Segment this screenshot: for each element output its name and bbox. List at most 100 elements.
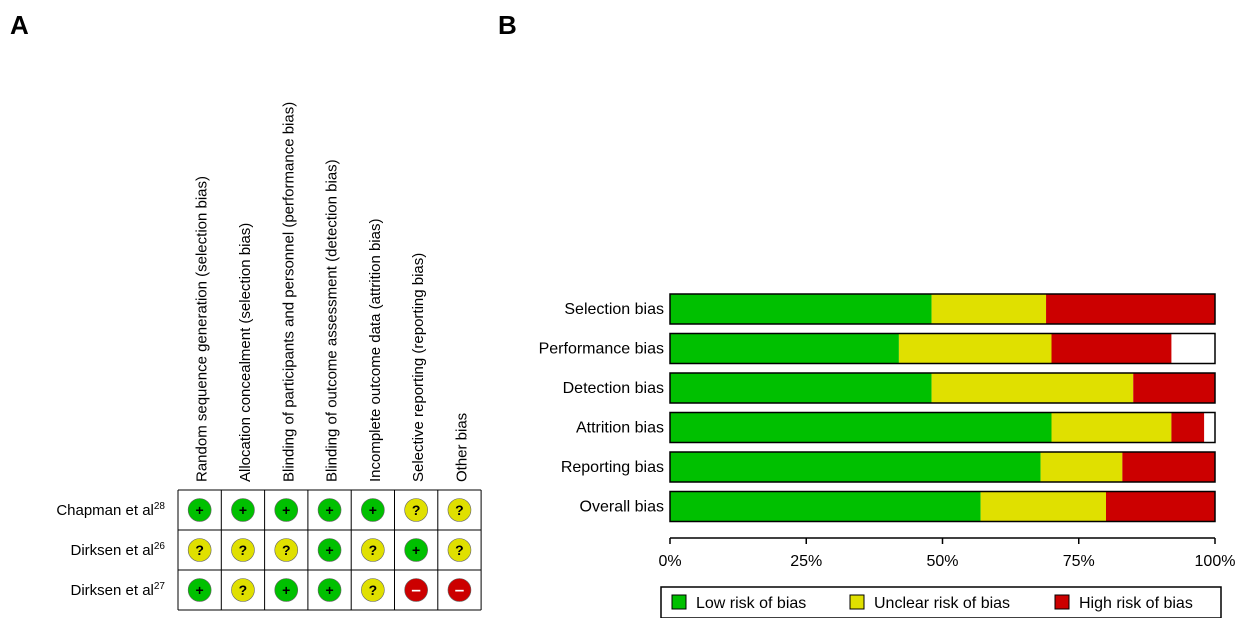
legend-swatch xyxy=(1054,594,1070,610)
column-header: Allocation concealment (selection bias) xyxy=(237,223,254,482)
study-name: Dirksen et al xyxy=(71,582,154,599)
bar-segment xyxy=(931,294,1047,324)
bar-outline xyxy=(669,411,1216,444)
bar-category-label: Reporting bias xyxy=(561,459,664,476)
bar-segment xyxy=(670,294,932,324)
column-header: Blinding of participants and personnel (… xyxy=(280,102,297,482)
rating-circle xyxy=(187,538,212,562)
rating-symbol: + xyxy=(325,542,333,558)
rating-symbol: ? xyxy=(195,542,204,558)
rating-symbol: + xyxy=(282,502,290,518)
panel-b-label: B xyxy=(498,10,517,40)
rating-circle xyxy=(274,538,299,562)
rating-circle xyxy=(274,578,299,602)
rating-circle xyxy=(231,538,255,562)
bar-segment xyxy=(670,452,1041,482)
rating-circle xyxy=(361,498,385,522)
rating-circle xyxy=(317,538,342,562)
bar-category-label: Selection bias xyxy=(564,301,664,318)
study-label: Dirksen et al27 xyxy=(71,581,166,599)
rating-symbol: + xyxy=(325,582,333,598)
column-header: Other bias xyxy=(453,413,470,482)
bar-outline xyxy=(669,332,1216,365)
study-name: Chapman et al xyxy=(56,502,154,519)
rating-symbol: ? xyxy=(282,542,291,558)
study-reference: 26 xyxy=(154,541,166,552)
bar-category-label: Performance bias xyxy=(539,341,664,358)
bar-segment xyxy=(980,491,1106,522)
bar-segment xyxy=(1051,333,1172,364)
rating-symbol: ? xyxy=(369,542,378,558)
bar-outline xyxy=(669,293,1216,325)
column-header: Blinding of outcome assessment (detectio… xyxy=(324,159,341,482)
x-tick-label: 50% xyxy=(926,553,958,570)
bar-outline xyxy=(669,372,1216,404)
rating-symbol: + xyxy=(239,502,247,518)
rating-symbol: – xyxy=(455,580,464,599)
study-label: Chapman et al28 xyxy=(56,501,165,519)
legend-label: Unclear risk of bias xyxy=(874,595,1010,612)
rating-symbol: + xyxy=(196,502,204,518)
bar-outline xyxy=(669,451,1216,483)
rating-symbol: + xyxy=(196,582,204,598)
rating-circle xyxy=(231,498,255,522)
rating-symbol: + xyxy=(412,542,420,558)
rating-symbol: + xyxy=(325,502,333,518)
bar-segment xyxy=(1171,412,1205,443)
rating-circle xyxy=(404,498,428,522)
rating-symbol: ? xyxy=(455,542,464,558)
legend-box xyxy=(660,586,1222,618)
rating-circle xyxy=(274,498,299,522)
bar-category-label: Overall bias xyxy=(580,499,664,516)
study-label: Dirksen et al26 xyxy=(71,541,166,559)
study-name: Dirksen et al xyxy=(71,542,154,559)
rating-circle xyxy=(317,578,342,602)
rating-symbol: ? xyxy=(239,582,248,598)
bar-segment xyxy=(1051,412,1172,443)
rating-circle xyxy=(447,578,472,602)
rating-symbol: + xyxy=(369,502,377,518)
rating-symbol: ? xyxy=(412,502,421,518)
x-tick-label: 25% xyxy=(790,553,822,570)
legend-swatch xyxy=(849,594,865,610)
x-tick-label: 75% xyxy=(1063,553,1095,570)
rating-symbol: – xyxy=(411,580,420,599)
bar-segment xyxy=(670,491,981,522)
bar-outline xyxy=(669,490,1216,523)
bar-category-label: Attrition bias xyxy=(576,420,664,437)
rating-circle xyxy=(404,578,428,602)
bar-category-label: Detection bias xyxy=(563,380,664,397)
rating-circle xyxy=(317,498,342,522)
rating-circle xyxy=(361,538,385,562)
rating-circle xyxy=(404,538,428,562)
rating-circle xyxy=(231,578,255,602)
rating-symbol: ? xyxy=(239,542,248,558)
column-header: Incomplete outcome data (attrition bias) xyxy=(367,219,384,482)
bar-segment xyxy=(670,333,899,364)
legend-label: Low risk of bias xyxy=(696,595,806,612)
bar-segment xyxy=(1046,294,1215,324)
bar-segment xyxy=(1122,452,1215,482)
study-reference: 28 xyxy=(154,501,166,512)
x-tick-label: 100% xyxy=(1195,553,1236,570)
column-header: Random sequence generation (selection bi… xyxy=(194,176,211,482)
bar-segment xyxy=(1106,491,1215,522)
legend-swatch xyxy=(671,594,687,610)
bar-segment xyxy=(1133,373,1215,403)
bar-segment xyxy=(898,333,1052,364)
rating-circle xyxy=(187,498,212,522)
rating-circle xyxy=(361,578,385,602)
rating-symbol: + xyxy=(282,582,290,598)
rating-symbol: ? xyxy=(369,582,378,598)
bar-segment xyxy=(931,373,1134,403)
legend-label: High risk of bias xyxy=(1079,595,1193,612)
rating-circle xyxy=(447,498,472,522)
rating-circle xyxy=(447,538,472,562)
bar-segment xyxy=(670,373,932,403)
rating-symbol: ? xyxy=(455,502,464,518)
panel-a-label: A xyxy=(10,10,29,40)
study-reference: 27 xyxy=(154,581,166,592)
rating-circle xyxy=(187,578,212,602)
bar-segment xyxy=(670,412,1052,443)
